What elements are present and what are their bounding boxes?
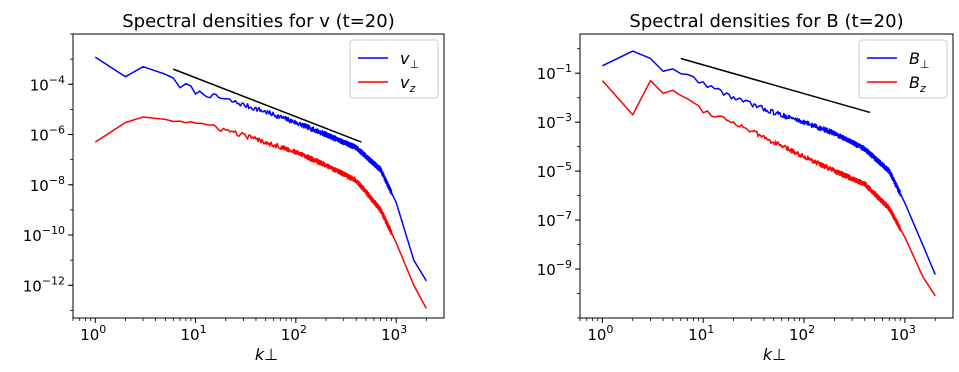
series-line-v-perp [94, 56, 428, 282]
legend-box [349, 39, 439, 99]
y-tick-label: 10−5 [537, 160, 572, 181]
y-tick-label: 10−12 [23, 274, 65, 295]
x-tick-label: 103 [890, 323, 916, 344]
reference-slope-line [173, 68, 362, 143]
x-tick-label: 101 [181, 323, 207, 344]
series-line-b-z [601, 79, 936, 297]
y-tick-label: 10−3 [537, 111, 572, 132]
x-axis-label: k⊥ [763, 345, 786, 364]
x-axis-label: k⊥ [255, 345, 278, 364]
y-tick-label: 10−7 [537, 209, 572, 230]
x-tick-label: 100 [80, 323, 106, 344]
chart-title: Spectral densities for B (t=20) [629, 11, 903, 32]
y-tick-label: 10−6 [30, 124, 65, 145]
reference-slope-line [680, 57, 871, 114]
legend: v⊥vz [349, 39, 439, 99]
series-line-v-z [94, 116, 428, 310]
x-tick-label: 100 [587, 323, 613, 344]
y-tick-label: 10−9 [537, 258, 572, 279]
y-tick-label: 10−10 [23, 224, 65, 245]
plot-area [94, 56, 428, 310]
y-tick-label: 10−1 [537, 62, 572, 83]
series-line-b-perp [602, 50, 936, 276]
chart-panel-2: Spectral densities for B (t=20) 100 101 102… [537, 11, 954, 364]
chart-title: Spectral densities for v (t=20) [122, 11, 395, 32]
legend-box [858, 39, 948, 99]
x-tick-label: 102 [789, 323, 815, 344]
chart-panel-1: Spectral densities for v (t=20) 100 101 102… [23, 11, 445, 364]
legend: B⊥Bz [858, 39, 948, 99]
x-tick-label: 101 [688, 323, 714, 344]
x-tick-label: 102 [281, 323, 307, 344]
y-tick-label: 10−8 [30, 174, 65, 195]
plot-area [601, 50, 936, 297]
x-tick-label: 103 [381, 323, 407, 344]
axes-frame [579, 33, 954, 319]
y-tick-label: 10−4 [30, 73, 65, 94]
axes-frame [72, 33, 445, 319]
